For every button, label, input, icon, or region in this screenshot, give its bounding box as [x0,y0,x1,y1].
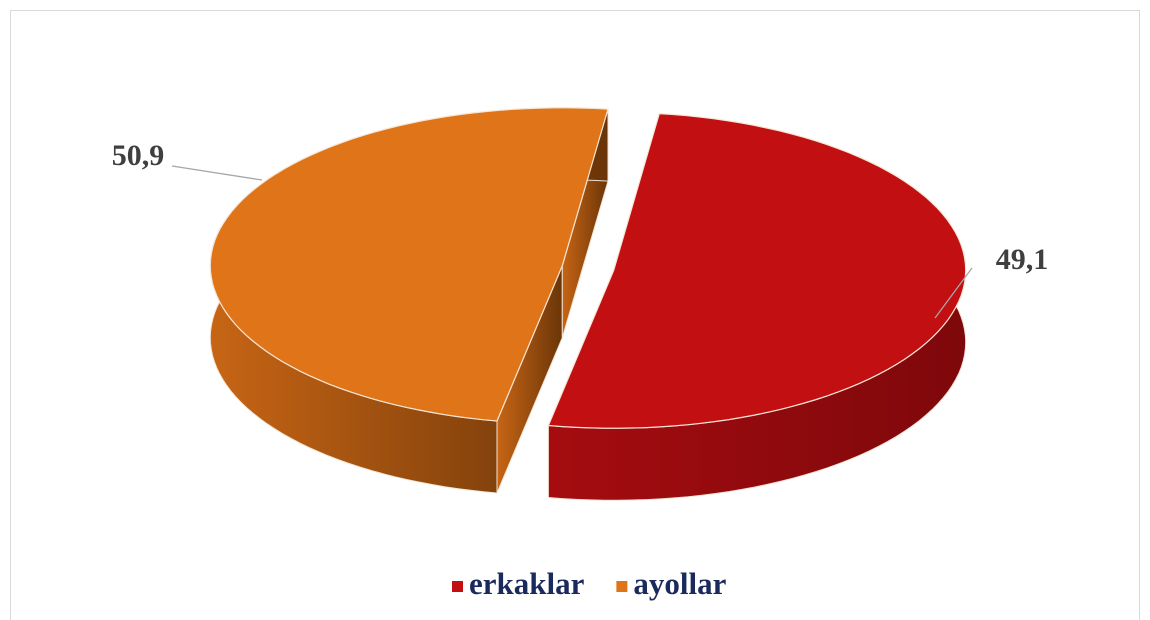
pie-tops [209,107,967,429]
legend-label: ayollar [633,566,726,601]
slice [209,107,609,422]
legend-label: erkaklar [469,566,585,601]
data-labels: 50,9 49,1 [112,139,1049,319]
leader-line [934,267,973,319]
legend-swatch [452,581,463,592]
data-label: 49,1 [996,243,1049,276]
slice [547,112,967,429]
legend-swatch [616,581,628,592]
data-label: 50,9 [112,139,165,172]
leader-line [171,165,263,181]
chart-frame [10,10,1140,620]
legend: erkaklar ayollar [452,566,727,601]
